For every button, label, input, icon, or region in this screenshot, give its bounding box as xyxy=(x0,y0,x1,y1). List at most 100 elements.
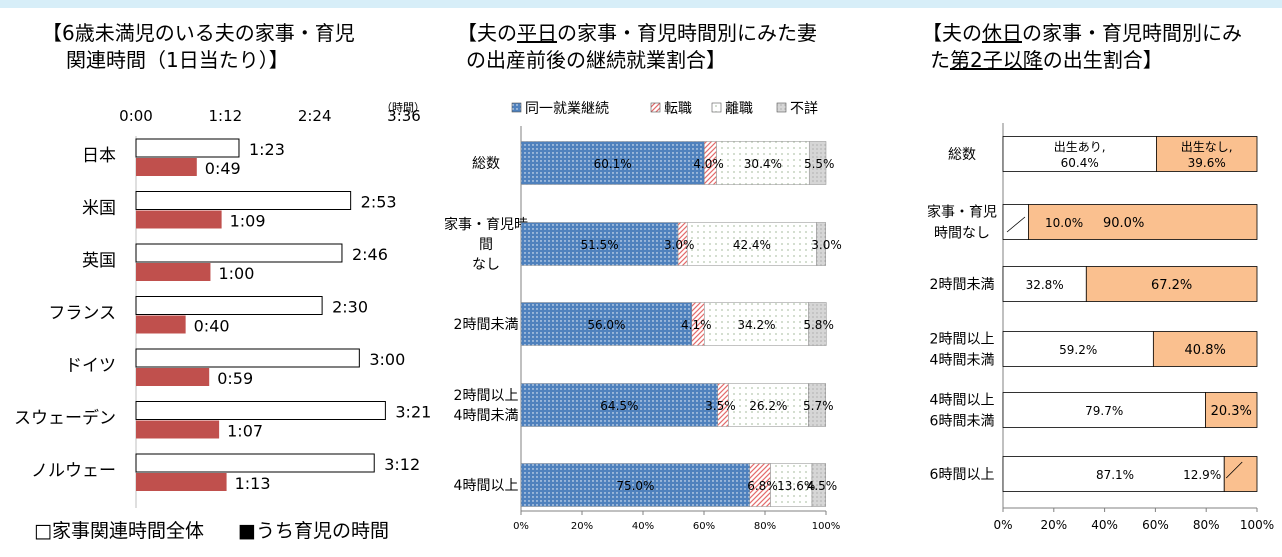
bar-childcare xyxy=(136,210,222,229)
category-label: フランス xyxy=(48,304,116,324)
data-label-2: 34.2% xyxy=(737,318,775,332)
category-label: 6時間以上 xyxy=(930,467,995,483)
middle-title-line1: 【夫の平日の家事・育児時間別にみた妻 xyxy=(457,21,817,45)
data-label-1: 3.5% xyxy=(705,399,736,413)
legend-swatch xyxy=(711,102,722,113)
category-label: 2時間未満 xyxy=(454,317,519,333)
data-label-total: 2:53 xyxy=(361,193,397,212)
category-label: 米国 xyxy=(82,199,116,219)
bar-childcare xyxy=(136,263,211,281)
data-label-3: 5.8% xyxy=(803,318,834,332)
data-label-0: 51.5% xyxy=(580,238,618,252)
legend-label: 離職 xyxy=(725,100,753,117)
category-label: 時間なし xyxy=(934,226,990,242)
legend-label: 転職 xyxy=(664,101,692,117)
bar-segment-no xyxy=(1152,331,1258,367)
bar-segment-no xyxy=(1205,392,1258,428)
data-label-yes: 32.8% xyxy=(1026,278,1064,292)
data-label-3: 5.7% xyxy=(803,399,834,413)
data-label-2: 30.4% xyxy=(744,157,782,171)
x-tick-label: 80% xyxy=(1193,518,1220,532)
x-tick-label: 0% xyxy=(993,518,1012,532)
category-label: ドイツ xyxy=(65,356,116,376)
bar-segment-3 xyxy=(808,141,827,185)
data-label-0: 60.1% xyxy=(594,157,632,171)
left-title-line2: 関連時間（1日当たり）】 xyxy=(66,48,289,72)
right-title-line2: た第2子以降の出生割合】 xyxy=(930,48,1163,72)
data-label-yes: 10.0% xyxy=(1045,216,1083,230)
data-label-1: 4.1% xyxy=(681,318,712,332)
data-label-3: 4.5% xyxy=(807,479,838,493)
data-label-childcare: 1:00 xyxy=(218,264,254,283)
data-label-no: 67.2% xyxy=(1151,278,1192,293)
bar-segment-yes xyxy=(1002,392,1206,428)
bar-segment-0 xyxy=(520,222,679,266)
x-tick-label: 100% xyxy=(1240,518,1274,532)
bar-segment-0 xyxy=(520,383,718,427)
data-label-0: 64.5% xyxy=(600,399,638,413)
left-title-line1: 【6歳未満児のいる夫の家事・育児 xyxy=(42,21,355,45)
bar-total xyxy=(135,453,375,473)
category-label: ノルウェー xyxy=(31,461,116,481)
category-label: 2時間未満 xyxy=(930,277,995,293)
bar-childcare xyxy=(136,158,197,176)
top-accent-bar xyxy=(0,0,1282,8)
bar-segment-yes xyxy=(1002,266,1087,302)
data-label-3: 5.5% xyxy=(804,157,835,171)
middle-chart: 同一就業継続 転職 離職 不詳 0% 20% 40% 60% 80% 100% 総数 60.1% 4.0… xyxy=(444,100,842,532)
category-label: 4時間未満 xyxy=(930,353,995,369)
bar-total xyxy=(135,138,240,158)
bar-segment-0 xyxy=(520,302,693,346)
data-label-0: 56.0% xyxy=(587,318,625,332)
bar-segment-yes xyxy=(1002,331,1154,367)
bar-total xyxy=(135,191,352,210)
x-tick-label: 20% xyxy=(571,521,593,532)
data-label-no: 40.8% xyxy=(1185,343,1226,358)
x-tick-label: 0% xyxy=(513,521,529,532)
legend-swatch xyxy=(511,102,522,113)
category-label: 2時間以上 xyxy=(454,388,519,404)
bar-segment-no xyxy=(1028,204,1258,240)
bar-childcare xyxy=(136,315,186,334)
x-tick-label: 40% xyxy=(632,521,654,532)
data-label-no: 90.0% xyxy=(1103,216,1144,231)
data-label-yes: 60.4% xyxy=(1061,156,1099,170)
legend-label: 同一就業継続 xyxy=(525,100,609,117)
data-label-yes: 59.2% xyxy=(1059,343,1097,357)
x-tick-label: 80% xyxy=(754,521,776,532)
data-label-no: 12.9% xyxy=(1183,468,1221,482)
x-tick-label: 100% xyxy=(812,521,841,532)
x-tick-label: 3:36 xyxy=(387,107,421,125)
bar-segment-3 xyxy=(808,302,827,346)
data-label-0: 75.0% xyxy=(616,479,654,493)
bar-segment-2 xyxy=(704,302,809,346)
legend-childcare: ■うち育児の時間 xyxy=(238,516,389,543)
data-label-total: 3:21 xyxy=(395,403,431,422)
bar-segment-2 xyxy=(716,141,810,185)
data-label-childcare: 0:59 xyxy=(217,369,253,388)
category-label: 4時間以上 xyxy=(930,393,995,409)
category-label: 2時間以上 xyxy=(930,332,995,348)
data-label-1: 3.0% xyxy=(664,238,695,252)
x-tick-label: 2:24 xyxy=(298,107,332,125)
bar-segment-no xyxy=(1156,136,1258,172)
category-label: 家事・育児時 xyxy=(444,216,528,233)
leader-line xyxy=(1225,461,1243,479)
x-tick-label: 1:12 xyxy=(208,107,242,125)
bar-segment-3 xyxy=(816,222,826,266)
data-label-3: 3.0% xyxy=(811,238,842,252)
x-tick-label: 40% xyxy=(1091,518,1118,532)
data-label-childcare: 1:09 xyxy=(230,212,266,231)
category-label: 総数 xyxy=(472,156,500,172)
x-tick-label: 60% xyxy=(1142,518,1169,532)
legend-childcare-label: ■うち育児の時間 xyxy=(238,520,389,542)
data-label-total: 3:12 xyxy=(384,455,420,474)
bar-segment-3 xyxy=(811,463,826,507)
data-label-no: 出生なし, xyxy=(1181,140,1233,154)
unit-label: （時間） xyxy=(381,101,425,114)
bar-childcare xyxy=(136,368,210,386)
data-label-total: 2:30 xyxy=(332,298,368,317)
data-label-no: 20.3% xyxy=(1211,404,1252,419)
bar-total xyxy=(135,243,343,263)
bar-segment-2 xyxy=(686,222,817,266)
